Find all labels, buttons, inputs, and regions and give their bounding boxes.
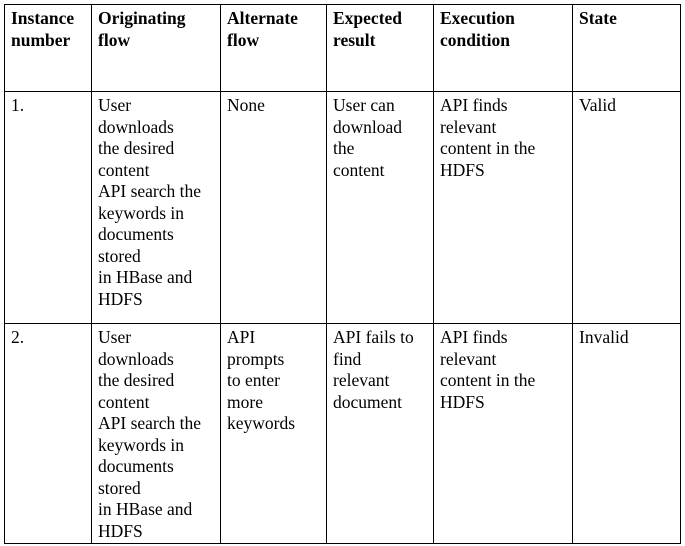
header-originating-flow: Originating flow: [91, 4, 221, 92]
table-row: 2. User downloads the desired content AP…: [4, 323, 681, 544]
header-alternate-flow: Alternate flow: [220, 4, 327, 92]
header-instance-number: Instance number: [4, 4, 92, 92]
cell-instance-number: 1.: [4, 91, 92, 324]
cell-state: Invalid: [572, 323, 681, 544]
use-case-table: Instance number Originating flow Alterna…: [4, 4, 681, 544]
cell-expected-result: User can download the content: [326, 91, 434, 324]
cell-execution-condition: API finds relevant content in the HDFS: [433, 91, 573, 324]
table-header-row: Instance number Originating flow Alterna…: [4, 4, 681, 92]
cell-alternate-flow: None: [220, 91, 327, 324]
cell-state: Valid: [572, 91, 681, 324]
cell-expected-result: API fails to find relevant document: [326, 323, 434, 544]
cell-execution-condition: API finds relevant content in the HDFS: [433, 323, 573, 544]
table-row: 1. User downloads the desired content AP…: [4, 91, 681, 324]
cell-alternate-flow: API prompts to enter more keywords: [220, 323, 327, 544]
cell-originating-flow: User downloads the desired content API s…: [91, 91, 221, 324]
header-execution-condition: Execution condition: [433, 4, 573, 92]
header-state: State: [572, 4, 681, 92]
header-expected-result: Expected result: [326, 4, 434, 92]
cell-instance-number: 2.: [4, 323, 92, 544]
cell-originating-flow: User downloads the desired content API s…: [91, 323, 221, 544]
